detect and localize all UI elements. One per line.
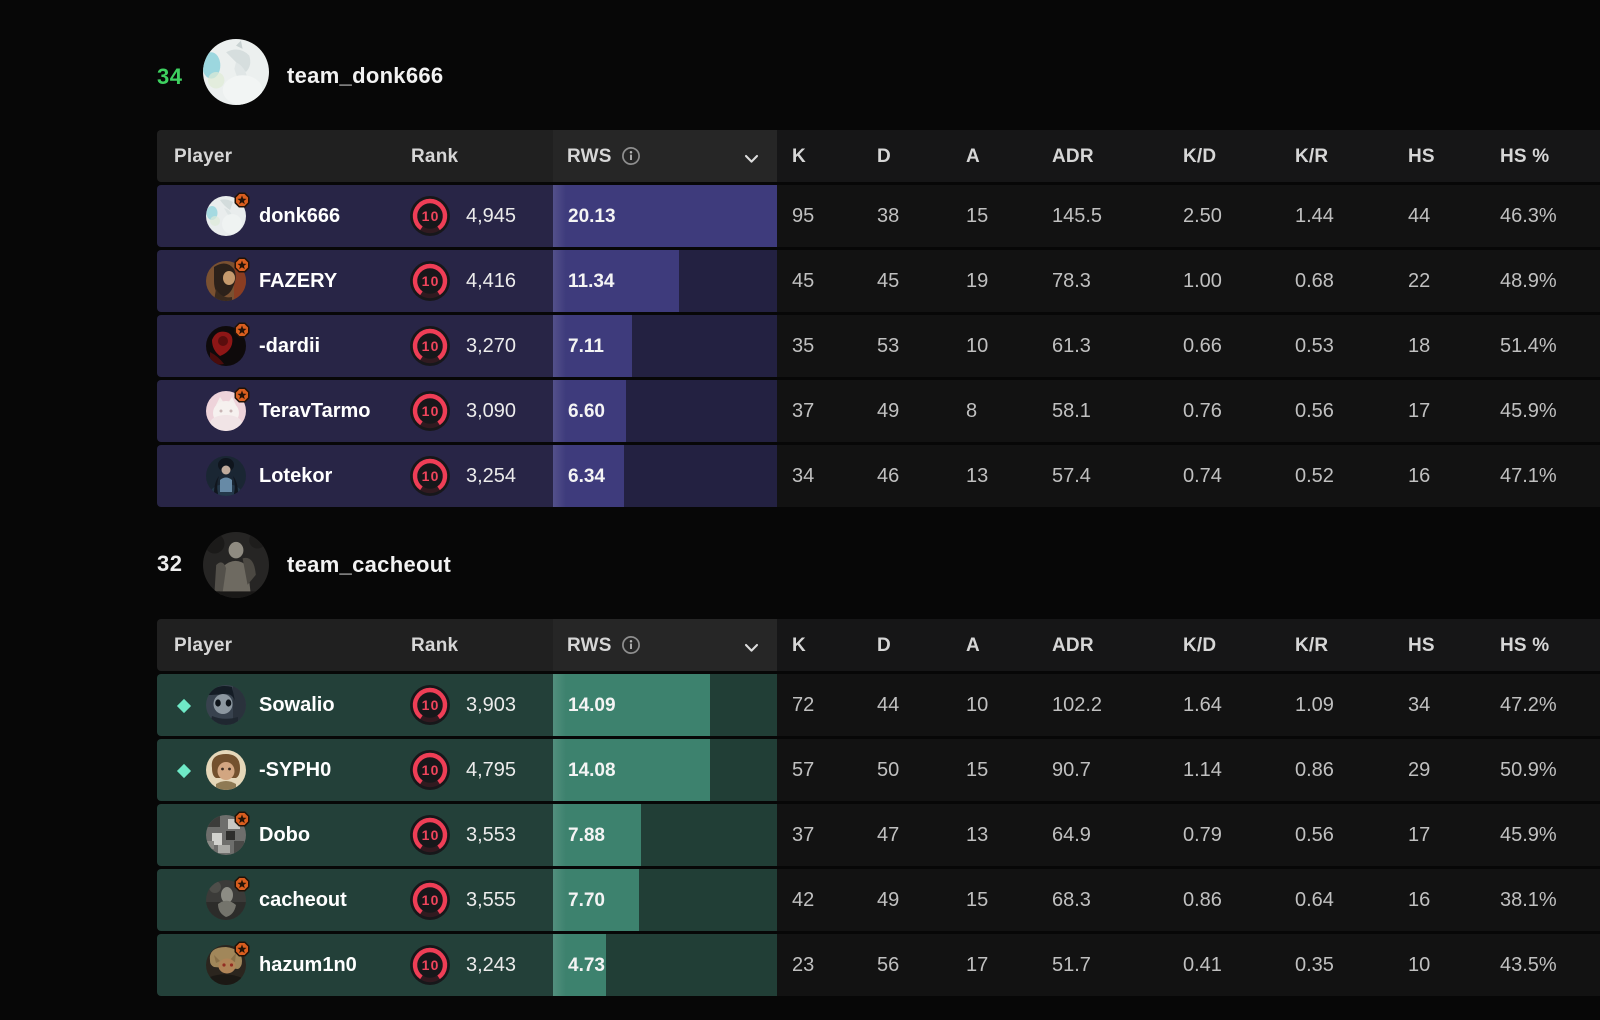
svg-text:10: 10 xyxy=(422,697,440,713)
svg-text:10: 10 xyxy=(422,468,440,484)
svg-text:10: 10 xyxy=(422,762,440,778)
svg-text:10: 10 xyxy=(422,403,440,419)
svg-text:10: 10 xyxy=(422,273,440,289)
svg-text:10: 10 xyxy=(422,338,440,354)
svg-text:10: 10 xyxy=(422,892,440,908)
svg-text:10: 10 xyxy=(422,827,440,843)
svg-text:10: 10 xyxy=(422,208,440,224)
svg-text:10: 10 xyxy=(422,957,440,973)
